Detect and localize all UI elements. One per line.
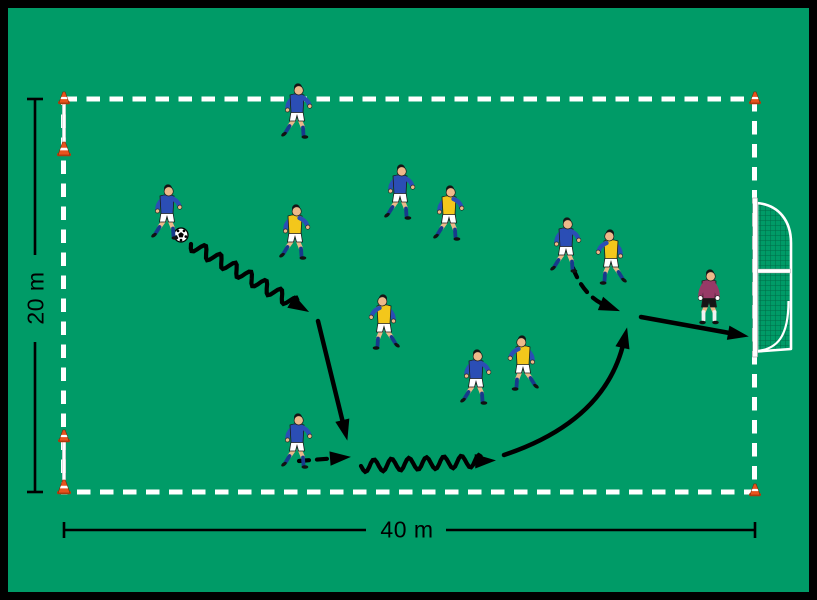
player-yellow-center-back — [368, 294, 400, 350]
marker-pole-bottom-left — [57, 429, 71, 495]
field-height-label: 20 m — [22, 271, 49, 325]
field-width-label: 40 m — [380, 516, 434, 543]
goal — [752, 197, 793, 358]
dimension-lines — [27, 97, 757, 538]
path-pass-1 — [315, 318, 350, 441]
player-yellow-right — [595, 229, 627, 285]
path-cross-1 — [501, 327, 630, 458]
field-background — [8, 8, 809, 592]
soccer-ball — [173, 227, 189, 243]
marker-cone-top-right — [749, 91, 761, 105]
path-dribble-1 — [188, 241, 310, 312]
path-shot-1 — [638, 314, 749, 340]
path-dribble-2 — [358, 452, 496, 475]
player-goalkeeper — [697, 269, 721, 325]
path-run-2 — [570, 265, 621, 312]
player-blue-ball-carrier — [151, 184, 183, 240]
marker-pole-top-left — [57, 91, 71, 157]
player-yellow-center — [507, 335, 539, 391]
goal-post — [752, 197, 758, 358]
player-blue-mid-top — [384, 164, 416, 220]
path-run-1 — [296, 451, 351, 466]
player-blue-top — [281, 83, 313, 139]
player-yellow-mid-top — [433, 185, 465, 241]
player-blue-bottom — [281, 413, 313, 469]
player-blue-center — [460, 349, 492, 405]
goal-crossbar — [756, 268, 791, 274]
marker-cone-bottom-right — [749, 483, 761, 497]
player-blue-right — [550, 217, 582, 273]
field-boundary — [61, 96, 757, 495]
player-yellow-left — [279, 204, 311, 260]
